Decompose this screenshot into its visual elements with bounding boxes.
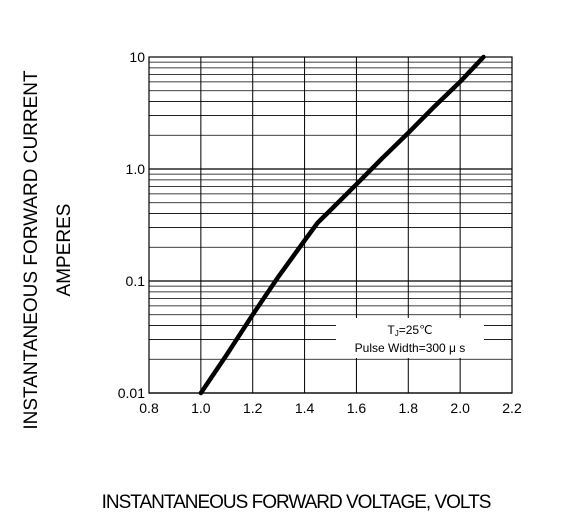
x-axis-label: INSTANTANEOUS FORWARD VOLTAGE, VOLTS (102, 492, 491, 513)
y-tick-label: 1.0 (126, 161, 146, 177)
x-tick-labels: 0.8 1.0 1.2 1.4 1.6 1.8 2.0 2.2 (139, 400, 522, 416)
series-line (198, 54, 486, 396)
annotation: TJ=25℃ Pulse Width=300 μ s (336, 318, 484, 358)
y-tick-label: 0.01 (118, 385, 145, 401)
y-axis-label-line1: INSTANTANEOUS FORWARD CURRENT (21, 70, 42, 430)
y-tick-label: 0.1 (126, 273, 146, 289)
x-tick-label: 1.6 (347, 400, 367, 416)
x-tick-label: 1.4 (295, 400, 315, 416)
annotation-pulse-width: Pulse Width=300 μ s (355, 341, 466, 355)
x-tick-label: 2.0 (450, 400, 470, 416)
y-tick-labels: 0.01 0.1 1.0 10 (118, 49, 145, 401)
x-tick-label: 1.8 (399, 400, 419, 416)
annotation-temperature: TJ=25℃ (387, 323, 432, 338)
x-tick-label: 1.0 (191, 400, 211, 416)
y-axis-label-line2: AMPERES (54, 204, 75, 297)
x-tick-label: 0.8 (139, 400, 159, 416)
plot-frame (148, 56, 513, 394)
y-tick-label: 10 (129, 49, 145, 65)
x-tick-label: 1.2 (243, 400, 263, 416)
annotation-box (336, 318, 484, 358)
grid (148, 57, 513, 394)
x-tick-label: 2.2 (502, 400, 522, 416)
series-group (198, 54, 486, 396)
